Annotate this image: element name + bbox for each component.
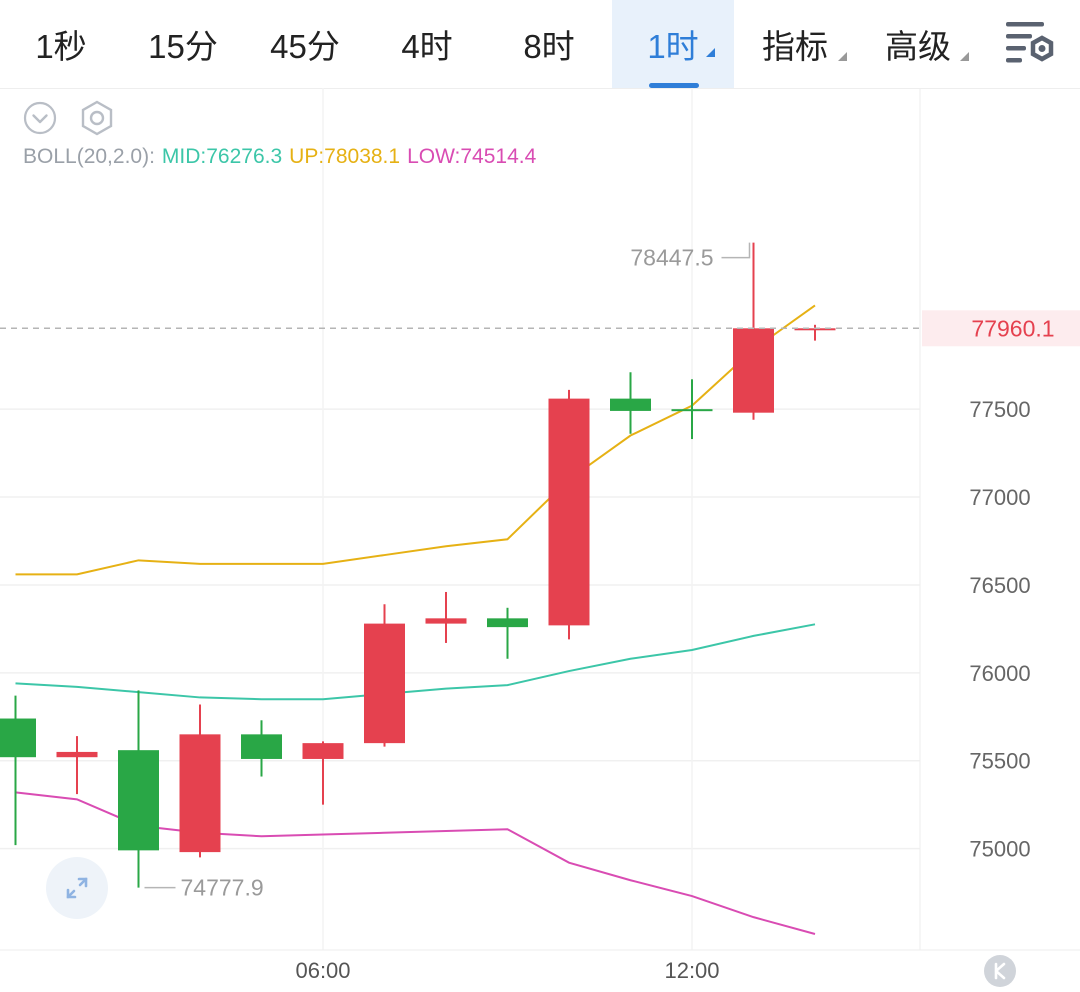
y-tick-label: 76000	[969, 661, 1030, 686]
candle-body	[487, 618, 528, 628]
candle-body	[794, 328, 836, 331]
chart-settings-icon[interactable]	[1000, 14, 1060, 74]
boll-upper-line	[15, 304, 816, 576]
boll-low-value: LOW:74514.4	[407, 145, 537, 168]
candle[interactable]	[548, 389, 590, 640]
tab-label: 15分	[148, 28, 218, 65]
tab-label: 1时	[647, 28, 699, 65]
tab-advanced[interactable]: 高级	[856, 0, 980, 88]
y-tick-label: 75000	[969, 837, 1030, 862]
expand-arrows-icon[interactable]	[46, 857, 108, 919]
boll-name: BOLL(20,2.0):	[23, 145, 155, 168]
price-axis: 75000 75500 76000 76500 77000 77500	[969, 397, 1030, 861]
current-price-tag	[922, 310, 1080, 347]
y-tick-label: 76500	[969, 573, 1030, 598]
tab-label: 高级	[885, 28, 951, 65]
candle[interactable]	[118, 690, 159, 888]
y-tick-label: 77000	[969, 485, 1030, 510]
x-tick-label: 06:00	[295, 958, 350, 983]
candle-body	[548, 398, 590, 626]
current-price-label: 77960.1	[971, 315, 1054, 341]
candles	[0, 242, 836, 888]
dropdown-caret-icon	[838, 52, 847, 61]
tab-1s[interactable]: 1秒	[0, 0, 122, 88]
price-markers: 77960.1 78447.5 74777.9	[0, 242, 1080, 901]
y-tick-label: 75500	[969, 749, 1030, 774]
candle[interactable]	[425, 591, 467, 643]
tab-indicators[interactable]: 指标	[734, 0, 856, 88]
tab-label: 1秒	[35, 28, 87, 65]
candle[interactable]	[671, 379, 713, 440]
y-tick-label: 77500	[969, 397, 1030, 422]
candle[interactable]	[487, 607, 528, 659]
tab-4h[interactable]: 4时	[366, 0, 488, 88]
time-axis: 06:00 12:00	[295, 958, 719, 983]
candle-body	[610, 398, 651, 411]
candle-body	[0, 718, 36, 758]
candle-body	[56, 751, 98, 758]
x-tick-label: 12:00	[664, 958, 719, 983]
tab-15m[interactable]: 15分	[122, 0, 244, 88]
candle[interactable]	[302, 741, 344, 805]
tab-45m[interactable]: 45分	[244, 0, 366, 88]
tab-label: 8时	[523, 28, 575, 65]
high-marker-label: 78447.5	[630, 245, 713, 271]
dropdown-caret-icon	[706, 48, 715, 57]
tab-1h[interactable]: 1时	[612, 0, 734, 88]
chevron-down-circle-icon[interactable]	[22, 100, 58, 136]
tab-label: 4时	[401, 28, 453, 65]
candle-body	[733, 328, 774, 413]
dropdown-caret-icon	[960, 52, 969, 61]
boll-mid-line	[15, 623, 816, 701]
candle-body	[179, 734, 221, 853]
candle[interactable]	[241, 720, 282, 777]
candle-body	[425, 618, 467, 624]
low-marker-label: 74777.9	[181, 875, 264, 901]
candle[interactable]	[733, 242, 774, 420]
boll-mid-value: MID:76276.3	[161, 145, 283, 168]
hexagon-settings-icon[interactable]	[78, 99, 116, 137]
active-tab-indicator	[649, 83, 699, 88]
boll-indicator-readout: BOLL(20,2.0): MID:76276.3 UP:78038.1 LOW:74…	[23, 145, 543, 169]
candle[interactable]	[610, 372, 651, 434]
tab-label: 45分	[270, 28, 340, 65]
candle-body	[302, 743, 344, 759]
boll-up-value: UP:78038.1	[289, 145, 401, 168]
candle-body	[364, 623, 405, 744]
candle-body	[671, 409, 713, 412]
candle[interactable]	[0, 695, 36, 846]
candle-body	[118, 750, 159, 851]
tab-8h[interactable]: 8时	[488, 0, 610, 88]
high-marker-leader	[721, 242, 751, 259]
candle[interactable]	[56, 736, 98, 795]
k-logo-icon	[984, 955, 1016, 987]
candle[interactable]	[364, 604, 405, 747]
tabbar-divider	[0, 88, 1080, 89]
timeframe-tabbar: 1秒 15分 45分 4时 8时 1时 指标 高级	[0, 0, 1080, 88]
candle-body	[241, 734, 282, 759]
candle[interactable]	[179, 704, 221, 858]
tab-label: 指标	[762, 28, 828, 65]
candle[interactable]	[794, 324, 836, 341]
